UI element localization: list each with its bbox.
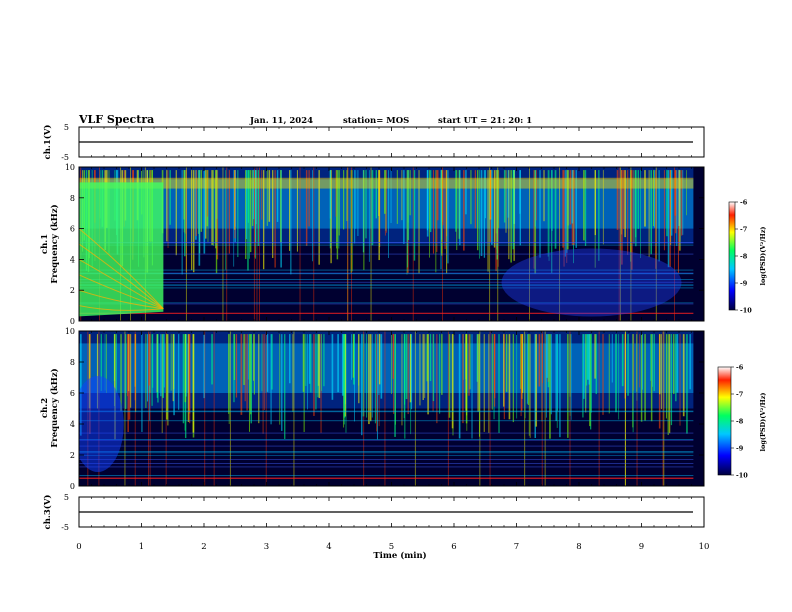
ch1-spectrogram-ylabel-line1: ch.1 xyxy=(40,234,50,254)
ch1-spectrogram-panel: 0 2 4 6 8 10 ch.1 Frequency (kHz) xyxy=(40,163,705,326)
colorbar-tick-label: -9 xyxy=(736,445,744,453)
chart-title: VLF Spectra xyxy=(78,113,154,126)
spectrum-patch xyxy=(79,182,164,317)
colorbar-tick-label: -9 xyxy=(740,280,748,288)
ch1-waveform-ylabel: ch.1(V) xyxy=(42,125,53,160)
y-tick-label: 4 xyxy=(70,255,75,264)
ch1-ytick-top: 5 xyxy=(64,123,69,132)
colorbar-tick-label: -7 xyxy=(736,391,743,399)
y-tick-label: 2 xyxy=(70,286,75,295)
spectrum-arc xyxy=(79,274,164,310)
colorbar-tick-label: -7 xyxy=(740,226,747,234)
colorbar-tick-label: -10 xyxy=(736,472,748,480)
y-tick-label: 2 xyxy=(70,451,75,460)
x-tick-label: 3 xyxy=(264,542,269,552)
ch1-colorbar: -6 -7 -8 -9 -10 log(PSD)(V²/Hz) xyxy=(728,199,767,315)
y-tick-label: 6 xyxy=(70,225,75,234)
x-tick-label: 2 xyxy=(201,542,206,552)
ch1-colorbar-scale xyxy=(728,201,736,311)
y-tick-label: 4 xyxy=(70,420,75,429)
x-tick-label: 8 xyxy=(576,542,581,552)
spectrum-arc xyxy=(79,228,164,310)
ch2-spectrogram-panel: 0 2 4 6 8 10 ch.2 Frequency (kHz) xyxy=(40,327,705,491)
spectrum-arc xyxy=(79,305,164,311)
spectrum-patch xyxy=(79,376,124,472)
colorbar-tick-label: -10 xyxy=(740,307,752,315)
ch2-colorbar-label: log(PSD)(V²/Hz) xyxy=(759,393,767,452)
ch2-spectrogram-ylabel-line1: ch.2 xyxy=(40,398,50,418)
spectrum-patch xyxy=(501,248,682,317)
colorbar-tick-label: -8 xyxy=(736,418,744,426)
y-tick-label: 8 xyxy=(70,358,75,367)
y-tick-label: 8 xyxy=(70,194,75,203)
colorbar-tick-label: -6 xyxy=(736,364,744,372)
x-tick-label: 7 xyxy=(514,542,519,552)
x-tick-label: 0 xyxy=(76,542,81,552)
x-axis-label: Time (min) xyxy=(373,550,426,561)
x-tick-label: 6 xyxy=(451,542,456,552)
ch3-ytick-top: 5 xyxy=(64,493,69,502)
ch1-spectrogram-image xyxy=(79,167,694,321)
colorbar-tick-label: -8 xyxy=(740,253,748,261)
y-tick-label: 10 xyxy=(65,163,75,172)
x-tick-label: 9 xyxy=(639,542,644,552)
x-tick-label: 10 xyxy=(699,542,710,552)
spectrum-arc xyxy=(79,243,164,310)
y-tick-label: 10 xyxy=(65,327,75,336)
ch2-colorbar: -6 -7 -8 -9 -10 log(PSD)(V²/Hz) xyxy=(717,364,767,480)
spectrum-arc xyxy=(79,289,164,310)
spectrum-arc xyxy=(79,258,164,310)
ch3-ytick-bottom: -5 xyxy=(61,523,69,532)
x-tick-label: 5 xyxy=(389,542,394,552)
ch3-waveform-ylabel: ch.3(V) xyxy=(42,495,53,530)
ch2-colorbar-scale xyxy=(717,366,732,476)
station-label: station= MOS xyxy=(343,116,409,126)
y-tick-label: 0 xyxy=(70,317,75,326)
date-label: Jan. 11, 2024 xyxy=(249,116,313,126)
ch2-spectrogram-ylabel-line2: Frequency (kHz) xyxy=(49,368,60,447)
spectrum-band xyxy=(79,177,694,189)
x-tick-label: 4 xyxy=(326,542,331,552)
ch1-colorbar-label: log(PSD)(V²/Hz) xyxy=(759,227,767,286)
x-tick-label: 1 xyxy=(139,542,144,552)
ch1-spectrogram-ylabel-line2: Frequency (kHz) xyxy=(49,204,60,283)
y-tick-label: 6 xyxy=(70,389,75,398)
start-ut-label: start UT = 21: 20: 1 xyxy=(438,116,532,126)
ch1-ytick-bottom: -5 xyxy=(61,153,69,162)
ch2-spectrogram-image xyxy=(79,331,694,486)
y-tick-label: 0 xyxy=(70,482,75,491)
colorbar-tick-label: -6 xyxy=(740,199,748,207)
x-axis: 0 1 2 3 4 5 6 7 8 9 10 xyxy=(76,127,709,552)
